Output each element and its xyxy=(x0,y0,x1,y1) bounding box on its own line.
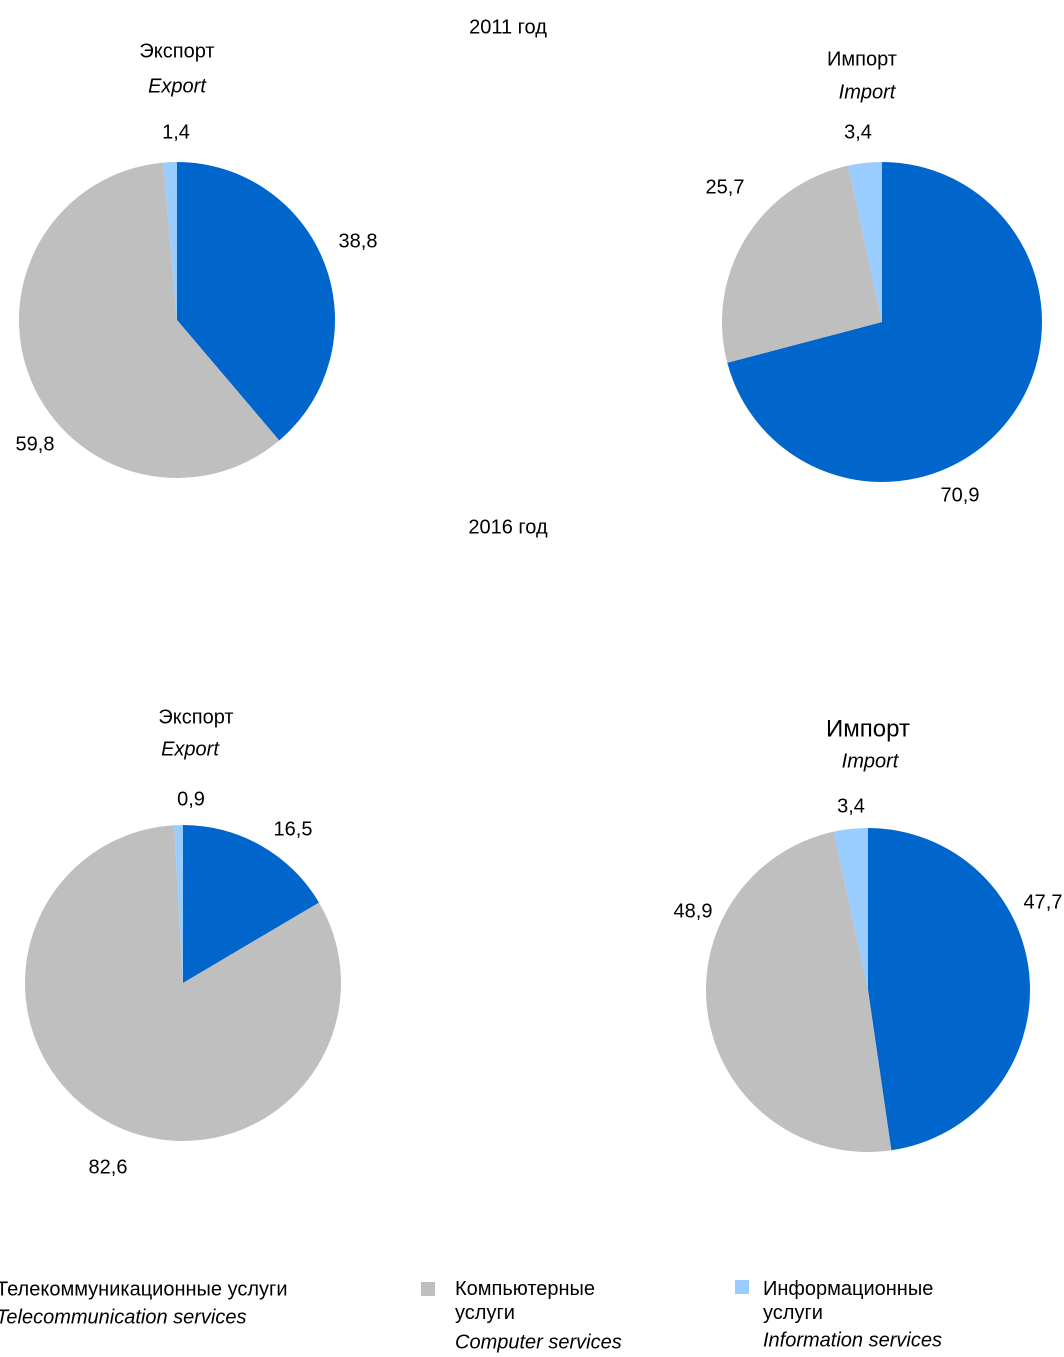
pie-slice xyxy=(174,825,183,983)
chart-title: Импорт xyxy=(827,48,897,70)
chart-subtitle: Import xyxy=(839,81,897,103)
pie-slice xyxy=(25,825,342,1142)
data-label: 25,7 xyxy=(706,176,745,198)
pie-slice xyxy=(848,162,882,322)
pie-slice xyxy=(727,162,1042,482)
pie-slice xyxy=(19,162,280,478)
legend-swatch xyxy=(735,1280,749,1294)
data-label: 82,6 xyxy=(89,1156,128,1178)
data-label: 47,7 xyxy=(1024,891,1063,913)
legend-label: Информационные услуги xyxy=(763,1278,933,1324)
data-label: 1,4 xyxy=(162,121,190,143)
pie-slice xyxy=(868,828,1030,1151)
year-heading: 2016 год xyxy=(468,516,548,538)
data-label: 3,4 xyxy=(837,795,865,817)
chart-title: Импорт xyxy=(826,715,910,742)
data-label: 0,9 xyxy=(177,788,205,810)
pie-slice xyxy=(706,831,892,1152)
pie-slice xyxy=(163,162,177,320)
legend-label-en: Computer services xyxy=(455,1331,622,1353)
legend-swatch xyxy=(421,1282,435,1296)
data-label: 16,5 xyxy=(274,818,313,840)
year-heading: 2011 год xyxy=(469,16,547,38)
data-label: 59,8 xyxy=(16,433,55,455)
pie-slice xyxy=(722,165,882,363)
data-label: 48,9 xyxy=(674,900,713,922)
pie-slice xyxy=(183,825,319,983)
data-label: 38,8 xyxy=(339,230,378,252)
chart-title: Экспорт xyxy=(158,706,233,728)
pie-slice xyxy=(177,162,336,441)
chart-subtitle: Import xyxy=(842,750,900,772)
legend-label: Телекоммуникационные услуги xyxy=(0,1278,288,1300)
legend-label: Компьютерные услуги xyxy=(455,1278,595,1324)
legend-label-en: Telecommunication services xyxy=(0,1306,246,1328)
data-label: 3,4 xyxy=(844,121,872,143)
pie-slice xyxy=(833,828,868,990)
legend-label-en: Information services xyxy=(763,1329,942,1351)
chart-subtitle: Export xyxy=(161,738,220,760)
data-label: 70,9 xyxy=(941,484,980,506)
chart-subtitle: Export xyxy=(148,75,207,97)
chart-title: Экспорт xyxy=(139,40,214,62)
